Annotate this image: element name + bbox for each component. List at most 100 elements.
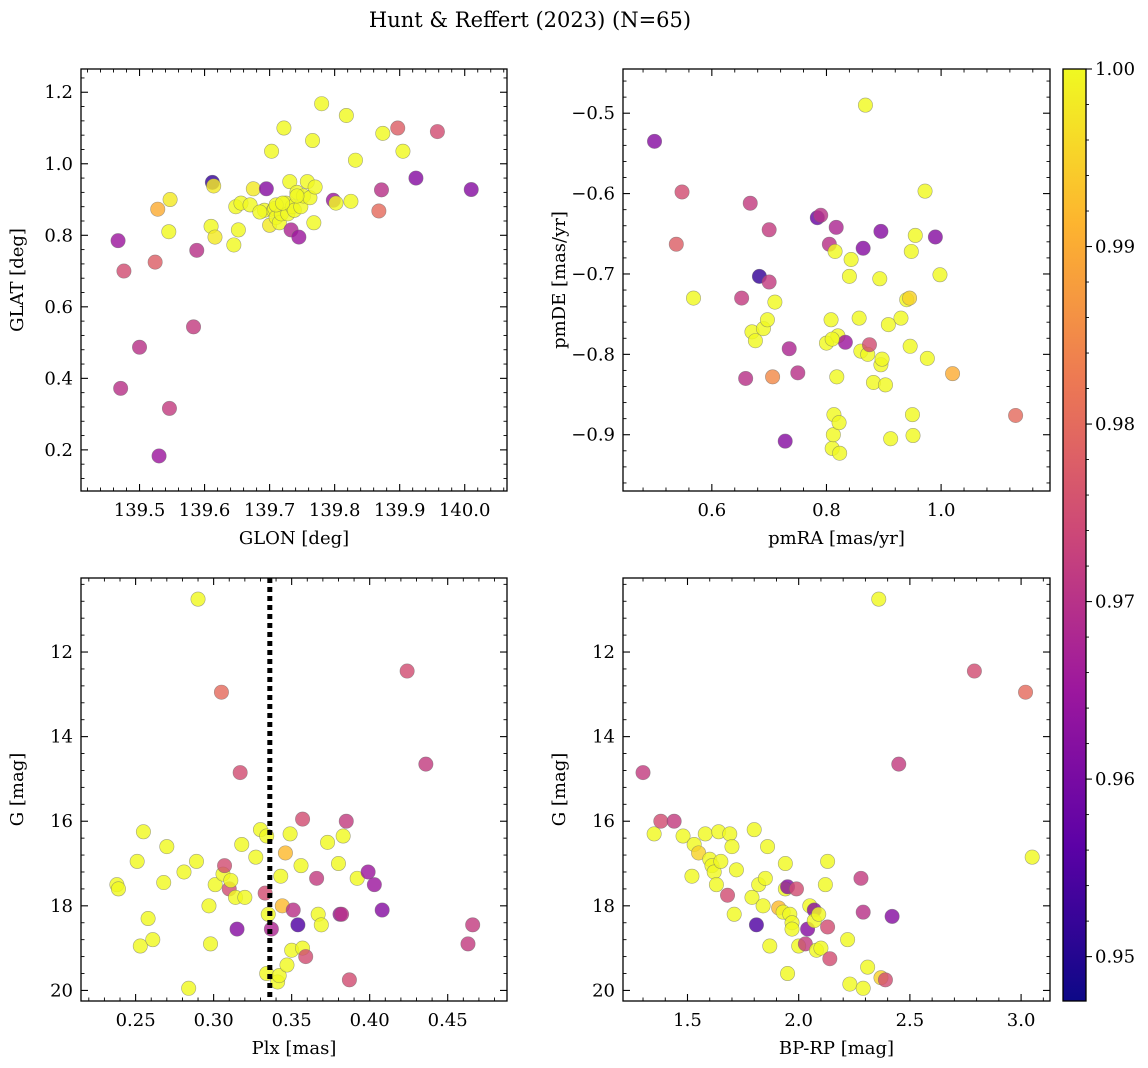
x-tick-label: 2.5: [896, 1010, 925, 1031]
data-point: [213, 684, 229, 700]
data-point: [279, 957, 295, 973]
x-tick-label: 139.6: [179, 500, 231, 521]
data-point: [884, 908, 900, 924]
data-point: [429, 124, 445, 140]
y-tick-label: 12: [50, 642, 73, 663]
x-axis-label: GLON [deg]: [239, 528, 349, 549]
data-point: [313, 917, 329, 933]
data-point: [161, 224, 177, 240]
data-point: [724, 839, 740, 855]
x-axis-label: BP-RP [mag]: [779, 1038, 894, 1059]
data-point: [276, 120, 292, 136]
data-point: [248, 849, 264, 865]
data-point: [841, 268, 857, 284]
data-point: [855, 980, 871, 996]
data-point: [945, 366, 961, 382]
data-point: [738, 370, 754, 386]
data-point: [132, 938, 148, 954]
scatter-panel-plx-g: 0.25 0.30 0.35 0.40 0.45 12 14 16 18 20 Plx [mas] G…: [7, 577, 508, 1059]
data-point: [113, 380, 129, 396]
data-point: [635, 765, 651, 781]
data-point: [747, 333, 763, 349]
data-point: [837, 334, 853, 350]
data-point: [759, 312, 775, 328]
y-tick-label: 12: [592, 642, 615, 663]
y-tick-label: 0.6: [44, 297, 73, 318]
x-tick-label: 0.8: [812, 500, 841, 521]
data-point: [824, 331, 840, 347]
data-point: [374, 902, 390, 918]
data-point: [891, 756, 907, 772]
x-tick-label: 1.5: [673, 1010, 702, 1031]
y-tick-label: 20: [50, 980, 73, 1001]
data-point: [186, 319, 202, 335]
data-point: [147, 254, 163, 270]
data-point: [883, 431, 899, 447]
data-point: [309, 870, 325, 886]
colorbar-gradient: [1062, 68, 1087, 1002]
y-tick-label: 0.2: [44, 440, 73, 461]
data-point: [932, 267, 948, 283]
colorbar-tick-label: 0.98: [1095, 414, 1135, 435]
data-point: [230, 222, 246, 238]
data-point: [298, 949, 314, 965]
data-point: [116, 263, 132, 279]
data-point: [140, 911, 156, 927]
data-point: [734, 290, 750, 306]
y-tick-label: 18: [50, 896, 73, 917]
y-axis-label: G [mag]: [549, 753, 570, 826]
data-point: [762, 938, 778, 954]
colorbar-tick-label: 0.96: [1095, 769, 1135, 790]
x-tick-label: 0.30: [194, 1010, 234, 1031]
data-point: [162, 192, 178, 208]
data-point: [460, 936, 476, 952]
x-tick-label: 139.9: [374, 500, 426, 521]
x-axis-label: Plx [mas]: [252, 1038, 337, 1059]
x-tick-label: 2.0: [784, 1010, 813, 1031]
points: [110, 96, 479, 464]
data-point: [156, 875, 172, 891]
y-tick-label: 20: [592, 980, 615, 1001]
x-tick-label: 0.6: [698, 500, 727, 521]
data-point: [777, 433, 793, 449]
y-tick-label: −0.7: [571, 264, 615, 285]
data-point: [760, 839, 776, 855]
data-point: [675, 828, 691, 844]
data-point: [395, 143, 411, 159]
data-point: [373, 182, 389, 198]
data-point: [232, 765, 248, 781]
data-point: [728, 862, 744, 878]
colorbar-tick-label: 0.95: [1095, 947, 1135, 968]
data-point: [851, 310, 867, 326]
data-point: [223, 872, 239, 888]
y-tick-label: 1.2: [44, 82, 73, 103]
data-point: [761, 274, 777, 290]
data-point: [290, 917, 306, 933]
data-point: [880, 317, 896, 333]
data-point: [877, 377, 893, 393]
data-point: [206, 178, 222, 194]
data-point: [277, 845, 293, 861]
data-point: [399, 663, 415, 679]
data-point: [190, 591, 206, 607]
y-axis-label: GLAT [deg]: [7, 228, 28, 332]
y-tick-label: −0.9: [571, 425, 615, 446]
x-tick-label: 0.25: [116, 1010, 156, 1031]
data-point: [813, 940, 829, 956]
data-point: [873, 223, 889, 239]
data-point: [905, 428, 921, 444]
data-point: [291, 229, 307, 245]
data-point: [366, 877, 382, 893]
data-point: [746, 822, 762, 838]
data-point: [110, 233, 126, 249]
data-point: [713, 853, 729, 869]
data-point: [744, 889, 760, 905]
y-axis-label: pmDE [mas/yr]: [549, 211, 570, 349]
data-point: [927, 229, 943, 245]
data-point: [902, 338, 918, 354]
data-point: [757, 870, 773, 886]
axes-frame: [80, 68, 508, 492]
data-point: [831, 415, 847, 431]
data-point: [252, 204, 268, 220]
data-point: [347, 152, 363, 168]
